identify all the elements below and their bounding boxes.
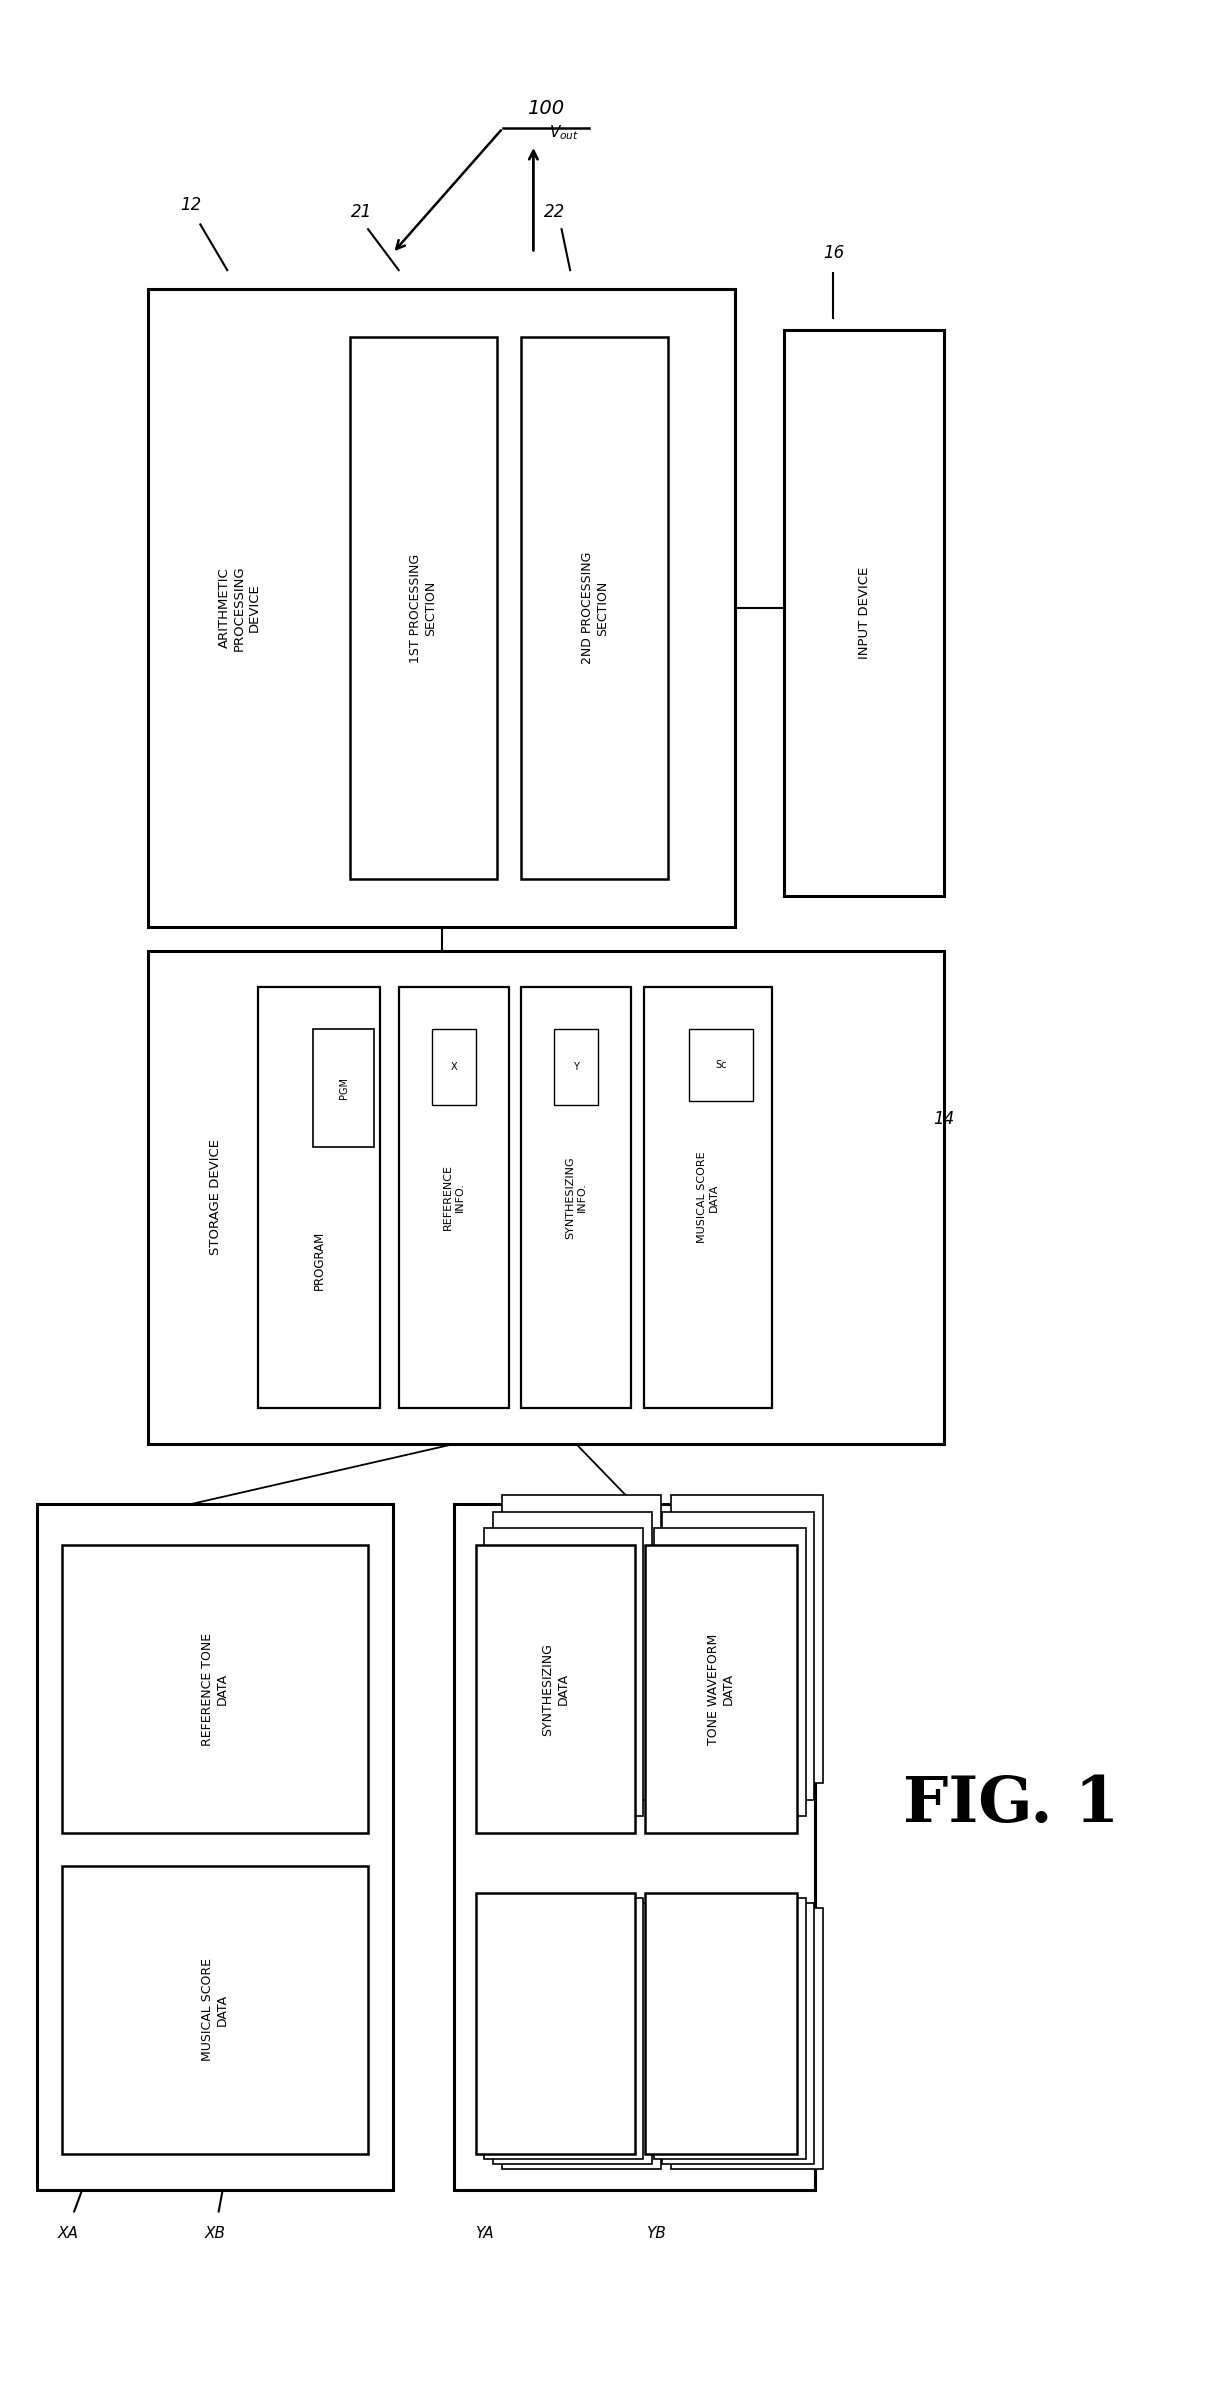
Bar [521,987,631,1408]
Bar [476,1545,635,1834]
Text: STORAGE DEVICE: STORAGE DEVICE [208,1139,222,1256]
Bar [671,1909,823,2169]
Bar [653,1899,805,2159]
Text: MUSICAL SCORE
DATA: MUSICAL SCORE DATA [698,1151,718,1244]
Text: PROGRAM: PROGRAM [313,1230,326,1290]
Bar [689,1030,753,1100]
Text: 2ND PROCESSING
SECTION: 2ND PROCESSING SECTION [581,551,608,664]
Text: REFERENCE
INFO.: REFERENCE INFO. [443,1165,465,1230]
Bar [313,1030,374,1148]
Text: ARITHMETIC
PROCESSING
DEVICE: ARITHMETIC PROCESSING DEVICE [218,566,261,650]
Bar [398,987,509,1408]
Bar [349,337,497,879]
Text: Y: Y [574,1061,579,1071]
Bar [671,1495,823,1784]
Bar [484,1899,644,2159]
Bar [38,1504,392,2190]
Bar [432,1030,476,1105]
Bar [645,1545,797,1834]
Bar [653,1528,805,1817]
Bar [147,289,736,927]
Bar [501,1495,661,1784]
Text: XB: XB [205,2226,226,2241]
Bar [484,1528,644,1817]
Text: 1ST PROCESSING
SECTION: 1ST PROCESSING SECTION [409,554,438,662]
Bar [454,1504,815,2190]
Text: REFERENCE TONE
DATA: REFERENCE TONE DATA [201,1632,229,1745]
Text: $V_{out}$: $V_{out}$ [549,123,580,142]
Bar [662,1512,814,1800]
Text: YB: YB [646,2226,666,2241]
Bar [257,987,380,1408]
Bar [147,951,944,1444]
Text: XA: XA [58,2226,78,2241]
Text: TONE WAVEFORM
DATA: TONE WAVEFORM DATA [707,1634,736,1745]
Text: INPUT DEVICE: INPUT DEVICE [857,566,870,660]
Text: YA: YA [476,2226,494,2241]
Bar [63,1865,368,2154]
Text: Sc: Sc [715,1059,727,1069]
Bar [63,1545,368,1834]
Text: X: X [450,1061,457,1071]
Bar [501,1909,661,2169]
Text: 16: 16 [823,243,843,262]
Bar [645,1894,797,2154]
Bar [644,987,772,1408]
Text: 22: 22 [543,202,565,221]
Bar [662,1904,814,2164]
Text: FIG. 1: FIG. 1 [902,1774,1119,1837]
Bar [493,1512,652,1800]
Bar [476,1894,635,2154]
Text: PGM: PGM [338,1076,348,1100]
Text: 21: 21 [352,202,373,221]
Bar [493,1904,652,2164]
Text: SYNTHESIZING
INFO.: SYNTHESIZING INFO. [565,1155,587,1240]
Bar [554,1030,598,1105]
Text: SYNTHESIZING
DATA: SYNTHESIZING DATA [542,1644,569,1735]
Text: 100: 100 [527,99,564,118]
Bar [521,337,668,879]
Text: MUSICAL SCORE
DATA: MUSICAL SCORE DATA [201,1959,229,2060]
Text: 14: 14 [933,1110,954,1129]
Text: 12: 12 [180,197,201,214]
Bar [785,330,944,895]
